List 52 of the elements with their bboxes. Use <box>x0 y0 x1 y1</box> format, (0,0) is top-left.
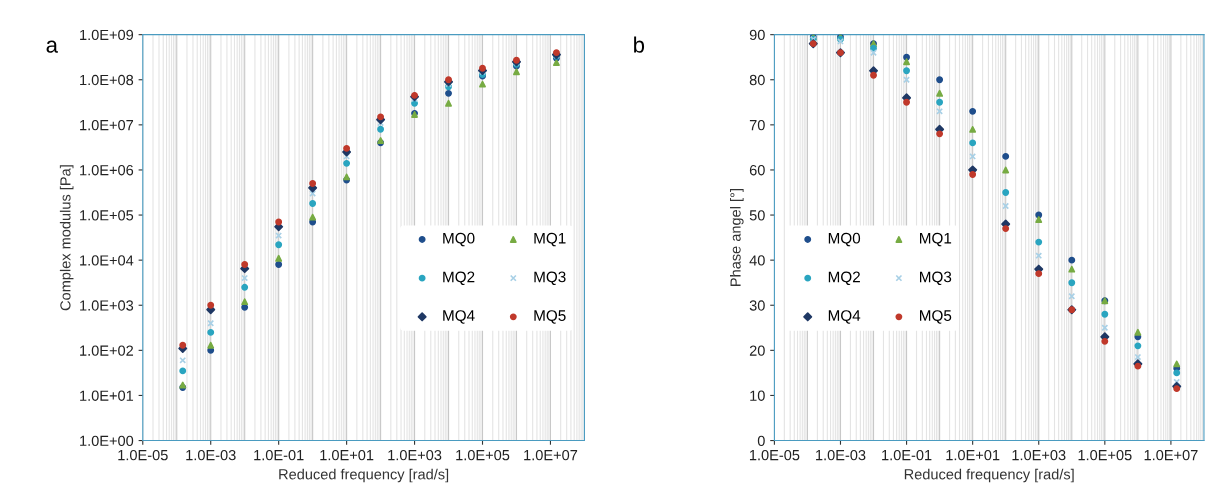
x-tick-label: 1.0E+01 <box>320 449 374 461</box>
y-tick-label: 50 <box>749 210 765 221</box>
x-tick-label: 1.0E-03 <box>186 449 236 461</box>
y-tick-label: 20 <box>749 345 765 356</box>
legend-label: MQ1 <box>534 232 566 247</box>
legend-label: MQ3 <box>920 271 952 286</box>
y-tick-label: 10 <box>750 390 765 401</box>
y-tick-label: 60 <box>749 165 765 176</box>
y-tick-label: 70 <box>749 119 765 131</box>
y-tick-label: 1.0E+01 <box>80 390 134 401</box>
x-tick-label: 1.0E-03 <box>816 449 866 461</box>
text: a <box>46 40 58 53</box>
x-tick-label: 1.0E+07 <box>524 449 578 461</box>
y-tick-label: 1.0E+04 <box>80 255 134 266</box>
y-tick-label: 40 <box>749 255 765 266</box>
legend-label: MQ4 <box>443 310 475 324</box>
x-tick-label: 1.0E-01 <box>882 449 932 461</box>
y-tick-label: 1.0E+02 <box>80 345 134 356</box>
x-tick-label: 1.0E+07 <box>1144 449 1198 461</box>
x-axis-title: Reduced frequency [rad/s] <box>279 468 449 483</box>
y-tick-label: 80 <box>749 74 765 86</box>
x-tick-label: 1.0E-05 <box>749 449 800 461</box>
legend-label: MQ5 <box>920 310 952 324</box>
y-tick-label: 1.0E+00 <box>80 435 134 446</box>
x-axis-title: Reduced frequency [rad/s] <box>904 468 1074 483</box>
y-tick-label: 1.0E+09 <box>80 29 134 41</box>
x-tick-label: 1.0E+01 <box>946 449 1000 461</box>
legend-label: MQ5 <box>534 310 566 324</box>
legend-label: MQ4 <box>828 310 861 324</box>
text: b <box>634 36 645 53</box>
y-axis-title: Phase angel [°] <box>730 189 744 286</box>
y-tick-label: 1.0E+05 <box>80 210 134 221</box>
legend-label: MQ0 <box>443 232 475 247</box>
y-tick-label: 90 <box>749 29 765 41</box>
y-tick-label: 1.0E+06 <box>80 165 134 176</box>
x-tick-label: 1.0E+03 <box>388 449 442 461</box>
legend-label: MQ2 <box>828 271 860 286</box>
x-tick-label: 1.0E-01 <box>254 449 304 461</box>
legend-label: MQ2 <box>443 271 475 286</box>
y-tick-label: 1.0E+07 <box>80 119 134 131</box>
y-tick-label: 0 <box>757 435 765 446</box>
legend-label: MQ0 <box>828 232 861 247</box>
y-tick-label: 1.0E+08 <box>80 74 134 86</box>
y-axis-title: Complex modulus [Pa] <box>59 165 74 311</box>
legend-label: MQ3 <box>534 271 566 286</box>
y-tick-label: 30 <box>749 300 765 311</box>
x-tick-label: 1.0E-05 <box>118 449 168 461</box>
y-tick-label: 1.0E+03 <box>80 300 134 311</box>
x-tick-label: 1.0E+05 <box>456 449 510 461</box>
legend-label: MQ1 <box>920 232 952 247</box>
x-tick-label: 1.0E+05 <box>1078 449 1132 461</box>
x-tick-label: 1.0E+03 <box>1012 449 1066 461</box>
